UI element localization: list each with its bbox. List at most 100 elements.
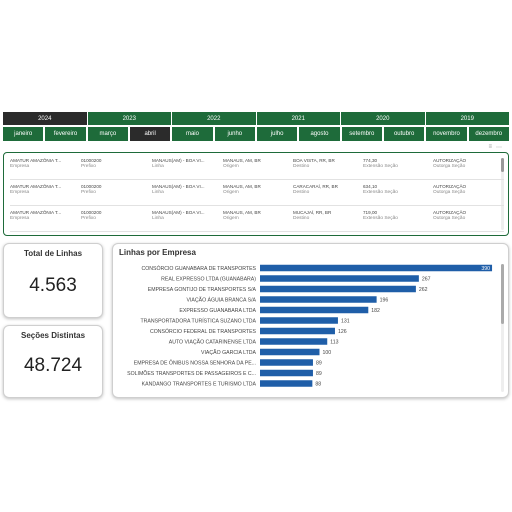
category-label: CONSÓRCIO FEDERAL DE TRANSPORTES [150,328,257,335]
bar[interactable] [260,264,493,272]
record-row[interactable]: AMATUR AMAZÔNIA T... Empresa 01000200 Prefi… [10,184,504,206]
record-cell-destino: MUCAJAÍ, RR, BR Destino [293,210,331,222]
month-tab[interactable]: outubro [383,127,425,141]
record-label: Prefixo [81,216,96,221]
record-value: AUTORIZAÇÃO [433,210,467,215]
bar[interactable] [260,369,313,377]
month-tab[interactable]: março [87,127,128,141]
bar[interactable] [260,285,416,293]
filter-icon[interactable]: ≡ [488,144,492,150]
record-label: Empresa [10,216,30,221]
record-cell-extensao: 719,00 Extensão Seção [363,210,398,222]
record-value: 01000200 [81,158,102,163]
record-row[interactable]: AMATUR AMAZÔNIA T... Empresa 01000200 Prefi… [10,158,504,180]
month-tab[interactable]: agosto [299,127,340,141]
bar[interactable] [260,359,313,366]
record-value: MANAUS(AM) - BOA VI... [152,210,205,215]
record-cell-origem: MANAUS, AM, BR Origem [223,210,261,222]
year-tab[interactable]: 2023 [87,112,172,125]
record-label: Outorga Seção [433,190,466,195]
month-tab[interactable]: janeiro [3,127,44,141]
month-tab[interactable]: novembro [426,127,467,141]
scrollbar-thumb[interactable] [501,264,504,324]
category-label: SOLIMÕES TRANSPORTES DE PASSAGEIROS E C.… [127,370,256,377]
bar-value-label: 182 [371,308,380,314]
more-options-icon[interactable]: ⋯ [496,145,502,151]
bar[interactable] [260,296,377,303]
category-label: KANDANGO TRANSPORTES E TURISMO LTDA [142,382,257,388]
year-tab[interactable]: 2021 [256,112,341,125]
record-cell-origem: MANAUS, AM, BR Origem [223,184,261,196]
bar[interactable] [260,317,338,324]
bar-value-label: 126 [338,329,347,335]
record-value: BOA VISTA, RR, BR [293,158,335,163]
record-value: AMATUR AMAZÔNIA T... [10,210,62,215]
records-scrollbar[interactable] [501,158,504,230]
record-value: MANAUS(AM) - BOA VI... [152,158,205,163]
record-label: Prefixo [81,164,96,169]
record-value: 634,10 [363,184,378,189]
month-tab[interactable]: fevereiro [45,127,86,141]
record-value: MANAUS, AM, BR [223,210,261,215]
record-cell-outorga: AUTORIZAÇÃO Outorga Seção [433,158,466,170]
record-label: Origem [223,216,239,221]
category-label: AUTO VIAÇÃO CATARINENSE LTDA [169,339,257,346]
year-tab[interactable]: 2019 [425,112,509,125]
bar[interactable] [260,380,313,387]
kpi-title: Seções Distintas [20,331,86,340]
record-value: AMATUR AMAZÔNIA T... [10,184,62,189]
record-cell-extensao: 634,10 Extensão Seção [363,184,398,196]
bar-value-label: 262 [419,287,428,293]
bar[interactable] [260,338,328,345]
record-value: MANAUS, AM, BR [223,158,261,163]
category-label: TRANSPORTADORA TURÍSTICA SUZANO LTDA [141,318,257,325]
category-label: CONSÓRCIO GUANABARA DE TRANSPORTES [141,265,256,272]
bar-value-label: 267 [422,277,431,283]
bar[interactable] [260,275,419,282]
record-label: Empresa [10,190,30,195]
record-label: Extensão Seção [363,190,398,195]
record-row[interactable]: AMATUR AMAZÔNIA T... Empresa 01000200 Prefi… [10,210,504,232]
record-label: Linha [152,190,164,195]
year-tab[interactable]: 2022 [172,112,257,125]
month-tab[interactable]: julho [256,127,298,141]
category-label: VIAÇÃO GARCIA LTDA [201,349,257,356]
kpi-title: Total de Linhas [23,249,83,258]
record-value: 774,30 [363,158,378,163]
bar-value-label: 196 [380,298,389,304]
record-label: Prefixo [81,190,96,195]
record-value: MUCAJAÍ, RR, BR [293,210,332,215]
month-tab[interactable]: abril [129,127,171,141]
month-tab[interactable]: junho [214,127,255,141]
year-tab[interactable]: 2024 [3,112,88,125]
record-label: Extensão Seção [363,216,398,221]
record-cell-empresa: AMATUR AMAZÔNIA T... Empresa [10,210,61,222]
month-tab[interactable]: setembro [341,127,382,141]
scrollbar-thumb[interactable] [501,158,504,172]
record-value: MANAUS(AM) - BOA VI... [152,184,205,189]
month-slicer: janeiro fevereiro março abril maio junho julho… [3,127,509,141]
chart-scrollbar[interactable] [501,264,504,392]
record-cell-extensao: 774,30 Extensão Seção [363,158,398,170]
category-label: VIAÇÃO ÁGUIA BRANCA S/A [187,297,257,304]
record-value: 719,00 [363,210,378,215]
record-value: MANAUS, AM, BR [223,184,261,189]
bar-value-label: 89 [316,361,322,367]
record-value: CARACARAÍ, RR, BR [293,184,338,189]
month-tab[interactable]: maio [172,127,213,141]
record-cell-outorga: AUTORIZAÇÃO Outorga Seção [433,184,466,196]
record-label: Outorga Seção [433,164,466,169]
record-label: Origem [223,190,239,195]
kpi-value: 48.724 [23,355,83,376]
record-label: Linha [152,164,164,169]
year-tab[interactable]: 2020 [341,112,426,125]
record-value: 01000200 [81,210,102,215]
bar[interactable] [260,306,369,314]
record-label: Origem [223,164,239,169]
bar[interactable] [260,327,335,335]
bar-value-label: 100 [323,350,332,356]
bar[interactable] [260,348,320,356]
month-tab[interactable]: dezembro [468,127,509,141]
record-value: AMATUR AMAZÔNIA T... [10,158,62,163]
kpi-secoes-distintas: Seções Distintas 48.724 [3,325,103,398]
